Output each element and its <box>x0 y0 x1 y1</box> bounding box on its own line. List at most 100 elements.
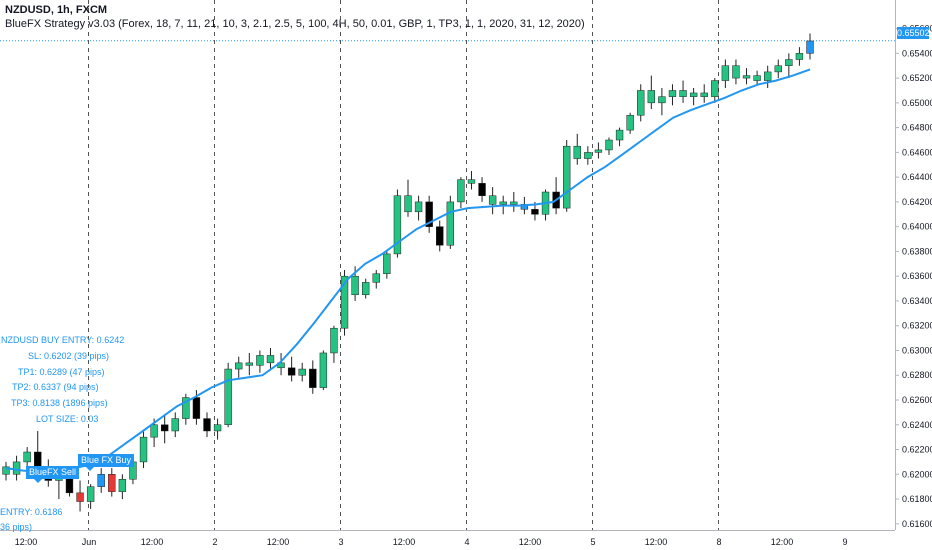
candle-body <box>510 201 518 205</box>
price-tick-label: 0.63800 <box>902 246 932 256</box>
candle <box>404 179 412 217</box>
candle-body <box>171 418 179 432</box>
candle <box>436 220 444 252</box>
tp2-label: TP2: 0.6337 (94 pips) <box>12 382 99 392</box>
candle-body <box>182 397 190 419</box>
candle <box>171 412 179 438</box>
price-tick-label: 0.64400 <box>902 172 932 182</box>
time-tick-label: 12:00 <box>645 537 668 547</box>
candle <box>679 80 687 103</box>
time-tick-label: 5 <box>590 537 595 547</box>
candle-body <box>150 424 158 438</box>
candle-body <box>351 275 359 296</box>
entry-old-label: ENTRY: 0.6186 <box>0 507 63 517</box>
candle-body <box>774 65 782 73</box>
indicator-legend[interactable]: BlueFX Strategy v3.03 (Forex, 18, 7, 11,… <box>5 18 585 30</box>
candle <box>256 350 264 373</box>
candle-body <box>668 90 677 97</box>
time-tick-label: 12:00 <box>141 537 164 547</box>
candle <box>700 84 708 103</box>
candle <box>12 455 21 481</box>
price-axis[interactable]: 0.61600 0.61800 0.62000 0.62200 0.62400 0.626… <box>895 24 932 529</box>
price-tick-label: 0.62800 <box>902 370 932 380</box>
candle-body <box>340 275 349 329</box>
time-axis[interactable]: 12:00 Jun 12:00 2 12:00 3 12:00 4 12:00 5 12:00 8 12… <box>15 537 848 547</box>
candle-body <box>108 474 116 492</box>
price-tick-label: 0.61600 <box>902 519 932 529</box>
stop-loss-label: SL: 0.6202 (39 pips) <box>28 351 110 361</box>
candle-body <box>160 424 169 432</box>
candle-body <box>393 195 402 255</box>
tp3-label: TP3: 0.8138 (1896 pips) <box>11 398 108 408</box>
candle <box>425 195 433 233</box>
candle-body <box>213 424 222 432</box>
candle <box>615 127 624 147</box>
candle <box>446 195 455 249</box>
candle <box>488 187 497 215</box>
candle-body <box>330 327 338 354</box>
candle-body <box>287 367 296 376</box>
candle-body <box>689 92 698 97</box>
candle <box>383 251 391 279</box>
candle-body <box>235 362 243 370</box>
time-tick-label: 9 <box>842 537 847 547</box>
candle-body <box>573 145 581 159</box>
candle <box>742 68 751 85</box>
price-tick-label: 0.62000 <box>902 469 932 479</box>
price-tick-label: 0.63000 <box>902 345 932 355</box>
price-tick-label: 0.65400 <box>902 48 932 58</box>
candle-body <box>721 65 730 81</box>
candle <box>86 484 95 509</box>
candle <box>478 177 486 202</box>
candle <box>213 418 222 440</box>
pips-old-label: 36 pips) <box>0 522 33 532</box>
candle-body <box>763 71 772 81</box>
candle <box>245 352 254 376</box>
candle <box>658 88 666 116</box>
candle <box>108 468 116 497</box>
candle <box>605 137 613 155</box>
candle-body <box>679 90 687 97</box>
candle <box>393 189 402 258</box>
candle <box>457 177 465 209</box>
candle <box>637 84 645 122</box>
price-tick-label: 0.63600 <box>902 271 932 281</box>
price-tick-label: 0.64000 <box>902 222 932 232</box>
candle-body <box>594 149 603 153</box>
candle-body <box>245 362 254 366</box>
candle-body <box>742 75 751 79</box>
candle-body <box>467 179 476 184</box>
candle-body <box>372 273 380 283</box>
candle <box>76 480 84 512</box>
time-tick-label: 3 <box>338 537 343 547</box>
candle-body <box>626 114 634 131</box>
candle-body <box>12 461 21 475</box>
candle <box>182 393 190 425</box>
candle <box>573 133 581 165</box>
candle <box>160 414 169 444</box>
candle <box>118 474 127 500</box>
candle <box>97 468 105 493</box>
price-tick-label: 0.64600 <box>902 147 932 157</box>
candle-body <box>361 282 370 296</box>
candle <box>235 356 243 378</box>
time-tick-label: 4 <box>464 537 469 547</box>
candle-body <box>753 75 761 81</box>
candle-body <box>637 90 645 116</box>
moving-average-line <box>5 68 811 473</box>
candle-body <box>76 492 84 502</box>
price-tick-label: 0.62200 <box>902 445 932 455</box>
candle-body <box>711 80 719 97</box>
candle <box>467 170 476 190</box>
candle-body <box>266 355 275 364</box>
symbol-title: NZDUSD, 1h, FXCM <box>5 4 108 16</box>
candle <box>266 348 275 370</box>
candle-body <box>499 201 507 205</box>
candle <box>139 430 148 469</box>
sell-signal-label: BlueFX Sell <box>26 466 80 483</box>
candle <box>721 59 730 88</box>
day-separators <box>88 0 719 530</box>
candle-body <box>457 179 465 203</box>
candle <box>372 270 380 289</box>
